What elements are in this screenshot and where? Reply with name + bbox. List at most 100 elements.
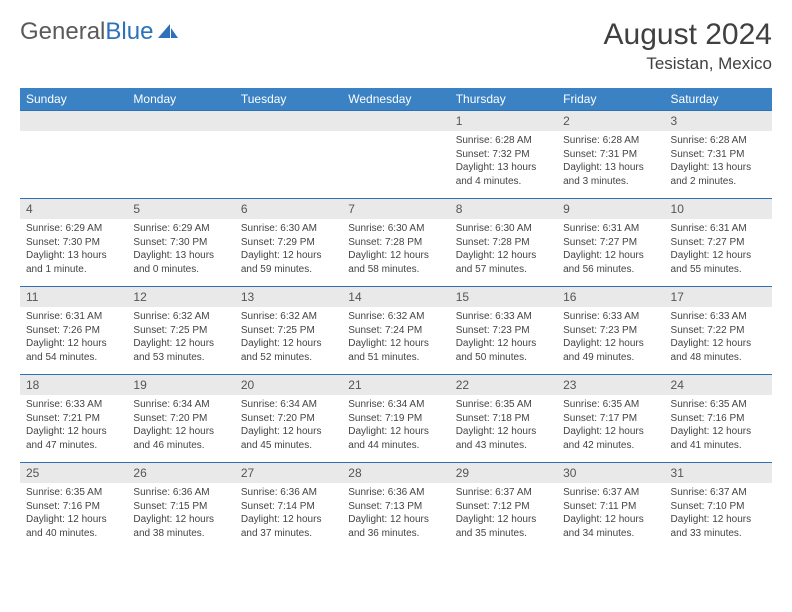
calendar-day-cell bbox=[342, 111, 449, 199]
day-header: Sunday bbox=[20, 88, 127, 111]
calendar-table: SundayMondayTuesdayWednesdayThursdayFrid… bbox=[20, 88, 772, 551]
day-details: Sunrise: 6:31 AMSunset: 7:26 PMDaylight:… bbox=[20, 307, 127, 369]
day-details: Sunrise: 6:33 AMSunset: 7:21 PMDaylight:… bbox=[20, 395, 127, 457]
day-number: 10 bbox=[665, 199, 772, 219]
day-details bbox=[127, 131, 234, 139]
calendar-day-cell: 28 Sunrise: 6:36 AMSunset: 7:13 PMDayligh… bbox=[342, 463, 449, 551]
daylight-text: Daylight: 12 hours and 35 minutes. bbox=[456, 513, 551, 540]
day-number: 31 bbox=[665, 463, 772, 483]
daylight-text: Daylight: 12 hours and 52 minutes. bbox=[241, 337, 336, 364]
calendar-body: 1Sunrise: 6:28 AMSunset: 7:32 PMDaylight… bbox=[20, 111, 772, 551]
day-details bbox=[342, 131, 449, 139]
calendar-week-row: 4Sunrise: 6:29 AMSunset: 7:30 PMDaylight… bbox=[20, 199, 772, 287]
day-number: 27 bbox=[235, 463, 342, 483]
daylight-text: Daylight: 12 hours and 40 minutes. bbox=[26, 513, 121, 540]
day-number: 3 bbox=[665, 111, 772, 131]
day-number bbox=[127, 111, 234, 131]
daylight-text: Daylight: 12 hours and 41 minutes. bbox=[671, 425, 766, 452]
day-number: 21 bbox=[342, 375, 449, 395]
daylight-text: Daylight: 12 hours and 55 minutes. bbox=[671, 249, 766, 276]
logo-text-blue: Blue bbox=[105, 18, 153, 46]
daylight-text: Daylight: 13 hours and 0 minutes. bbox=[133, 249, 228, 276]
calendar-day-cell bbox=[127, 111, 234, 199]
day-number: 28 bbox=[342, 463, 449, 483]
day-details: Sunrise: 6:29 AMSunset: 7:30 PMDaylight:… bbox=[20, 219, 127, 281]
day-number: 25 bbox=[20, 463, 127, 483]
sunrise-text: Sunrise: 6:31 AM bbox=[563, 222, 658, 236]
sunrise-text: Sunrise: 6:30 AM bbox=[348, 222, 443, 236]
day-number: 30 bbox=[557, 463, 664, 483]
calendar-header-row: SundayMondayTuesdayWednesdayThursdayFrid… bbox=[20, 88, 772, 111]
calendar-day-cell: 3Sunrise: 6:28 AMSunset: 7:31 PMDaylight… bbox=[665, 111, 772, 199]
daylight-text: Daylight: 12 hours and 42 minutes. bbox=[563, 425, 658, 452]
calendar-week-row: 1Sunrise: 6:28 AMSunset: 7:32 PMDaylight… bbox=[20, 111, 772, 199]
day-details: Sunrise: 6:32 AMSunset: 7:25 PMDaylight:… bbox=[127, 307, 234, 369]
sunrise-text: Sunrise: 6:36 AM bbox=[348, 486, 443, 500]
daylight-text: Daylight: 12 hours and 44 minutes. bbox=[348, 425, 443, 452]
day-details: Sunrise: 6:33 AMSunset: 7:23 PMDaylight:… bbox=[450, 307, 557, 369]
daylight-text: Daylight: 12 hours and 38 minutes. bbox=[133, 513, 228, 540]
sunset-text: Sunset: 7:23 PM bbox=[563, 324, 658, 338]
sunrise-text: Sunrise: 6:28 AM bbox=[456, 134, 551, 148]
sunrise-text: Sunrise: 6:37 AM bbox=[456, 486, 551, 500]
logo-text-general: General bbox=[20, 18, 105, 46]
day-number: 18 bbox=[20, 375, 127, 395]
sunset-text: Sunset: 7:20 PM bbox=[133, 412, 228, 426]
day-details: Sunrise: 6:31 AMSunset: 7:27 PMDaylight:… bbox=[665, 219, 772, 281]
sunset-text: Sunset: 7:27 PM bbox=[671, 236, 766, 250]
day-details: Sunrise: 6:28 AMSunset: 7:32 PMDaylight:… bbox=[450, 131, 557, 193]
day-number: 14 bbox=[342, 287, 449, 307]
calendar-day-cell: 26Sunrise: 6:36 AMSunset: 7:15 PMDayligh… bbox=[127, 463, 234, 551]
sunrise-text: Sunrise: 6:30 AM bbox=[241, 222, 336, 236]
calendar-day-cell: 6Sunrise: 6:30 AMSunset: 7:29 PMDaylight… bbox=[235, 199, 342, 287]
sunrise-text: Sunrise: 6:37 AM bbox=[563, 486, 658, 500]
calendar-day-cell: 31Sunrise: 6:37 AMSunset: 7:10 PMDayligh… bbox=[665, 463, 772, 551]
calendar-day-cell: 15Sunrise: 6:33 AMSunset: 7:23 PMDayligh… bbox=[450, 287, 557, 375]
sunset-text: Sunset: 7:16 PM bbox=[671, 412, 766, 426]
day-details bbox=[235, 131, 342, 139]
day-details: Sunrise: 6:37 AMSunset: 7:12 PMDaylight:… bbox=[450, 483, 557, 545]
day-details: Sunrise: 6:33 AMSunset: 7:23 PMDaylight:… bbox=[557, 307, 664, 369]
sunset-text: Sunset: 7:17 PM bbox=[563, 412, 658, 426]
sunrise-text: Sunrise: 6:34 AM bbox=[133, 398, 228, 412]
day-details: Sunrise: 6:29 AMSunset: 7:30 PMDaylight:… bbox=[127, 219, 234, 281]
sunrise-text: Sunrise: 6:29 AM bbox=[26, 222, 121, 236]
day-details: Sunrise: 6:31 AMSunset: 7:27 PMDaylight:… bbox=[557, 219, 664, 281]
day-number: 12 bbox=[127, 287, 234, 307]
day-number: 23 bbox=[557, 375, 664, 395]
sunrise-text: Sunrise: 6:31 AM bbox=[671, 222, 766, 236]
daylight-text: Daylight: 12 hours and 36 minutes. bbox=[348, 513, 443, 540]
day-details: Sunrise: 6:32 AMSunset: 7:24 PMDaylight:… bbox=[342, 307, 449, 369]
calendar-day-cell: 23Sunrise: 6:35 AMSunset: 7:17 PMDayligh… bbox=[557, 375, 664, 463]
sunset-text: Sunset: 7:27 PM bbox=[563, 236, 658, 250]
sunrise-text: Sunrise: 6:35 AM bbox=[456, 398, 551, 412]
day-details: Sunrise: 6:35 AMSunset: 7:18 PMDaylight:… bbox=[450, 395, 557, 457]
calendar-week-row: 25Sunrise: 6:35 AMSunset: 7:16 PMDayligh… bbox=[20, 463, 772, 551]
daylight-text: Daylight: 12 hours and 37 minutes. bbox=[241, 513, 336, 540]
sunrise-text: Sunrise: 6:36 AM bbox=[133, 486, 228, 500]
day-header: Wednesday bbox=[342, 88, 449, 111]
daylight-text: Daylight: 12 hours and 59 minutes. bbox=[241, 249, 336, 276]
sunset-text: Sunset: 7:13 PM bbox=[348, 500, 443, 514]
calendar-day-cell: 27Sunrise: 6:36 AMSunset: 7:14 PMDayligh… bbox=[235, 463, 342, 551]
day-details: Sunrise: 6:30 AMSunset: 7:29 PMDaylight:… bbox=[235, 219, 342, 281]
calendar-day-cell: 30Sunrise: 6:37 AMSunset: 7:11 PMDayligh… bbox=[557, 463, 664, 551]
sunrise-text: Sunrise: 6:28 AM bbox=[671, 134, 766, 148]
calendar-day-cell: 1Sunrise: 6:28 AMSunset: 7:32 PMDaylight… bbox=[450, 111, 557, 199]
calendar-day-cell: 22Sunrise: 6:35 AMSunset: 7:18 PMDayligh… bbox=[450, 375, 557, 463]
sunrise-text: Sunrise: 6:35 AM bbox=[671, 398, 766, 412]
calendar-day-cell: 12Sunrise: 6:32 AMSunset: 7:25 PMDayligh… bbox=[127, 287, 234, 375]
day-number bbox=[20, 111, 127, 131]
daylight-text: Daylight: 13 hours and 1 minute. bbox=[26, 249, 121, 276]
day-details: Sunrise: 6:32 AMSunset: 7:25 PMDaylight:… bbox=[235, 307, 342, 369]
sunrise-text: Sunrise: 6:35 AM bbox=[26, 486, 121, 500]
day-details: Sunrise: 6:30 AMSunset: 7:28 PMDaylight:… bbox=[342, 219, 449, 281]
day-number: 1 bbox=[450, 111, 557, 131]
day-number: 11 bbox=[20, 287, 127, 307]
daylight-text: Daylight: 12 hours and 33 minutes. bbox=[671, 513, 766, 540]
daylight-text: Daylight: 12 hours and 53 minutes. bbox=[133, 337, 228, 364]
sunrise-text: Sunrise: 6:30 AM bbox=[456, 222, 551, 236]
day-number: 16 bbox=[557, 287, 664, 307]
day-details: Sunrise: 6:33 AMSunset: 7:22 PMDaylight:… bbox=[665, 307, 772, 369]
day-details: Sunrise: 6:28 AMSunset: 7:31 PMDaylight:… bbox=[665, 131, 772, 193]
